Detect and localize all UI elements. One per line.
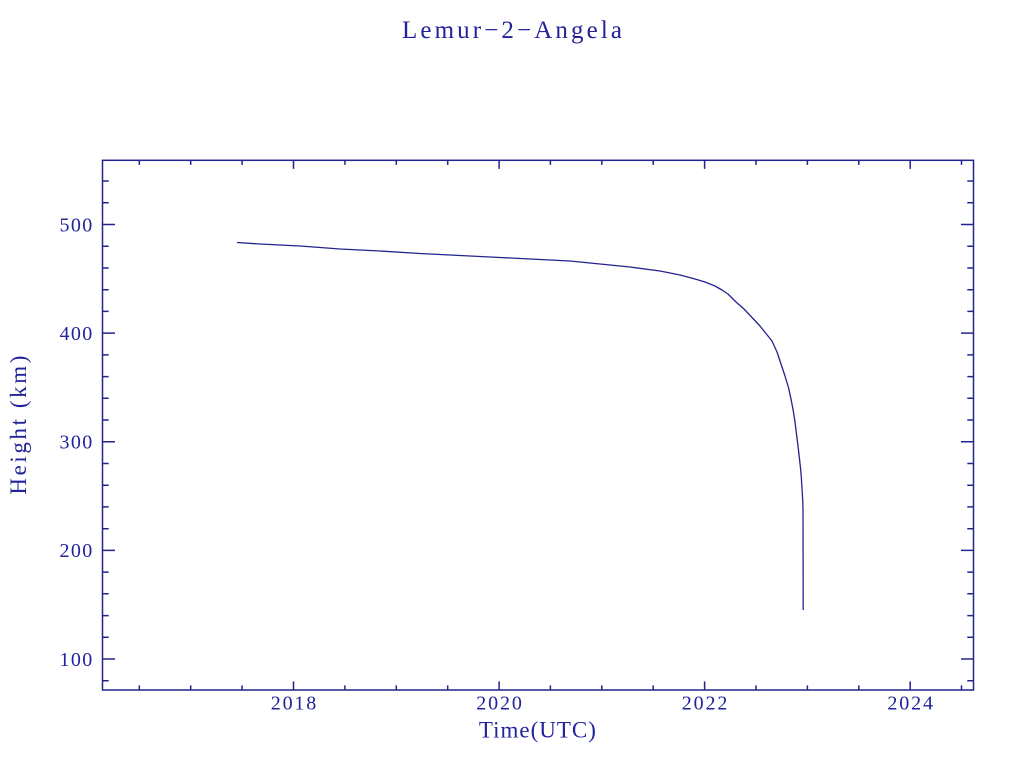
svg-text:300: 300	[60, 432, 93, 454]
svg-text:Lemur−2−Angela: Lemur−2−Angela	[402, 17, 622, 44]
svg-text:Time(UTC): Time(UTC)	[479, 718, 596, 743]
svg-text:2022: 2022	[682, 693, 728, 715]
svg-text:2018: 2018	[271, 693, 317, 715]
svg-text:100: 100	[60, 649, 93, 671]
svg-text:2020: 2020	[476, 693, 522, 715]
svg-text:Height (km): Height (km)	[6, 356, 31, 495]
svg-text:200: 200	[60, 540, 93, 562]
svg-text:2024: 2024	[887, 693, 933, 715]
svg-text:400: 400	[60, 323, 93, 345]
svg-text:500: 500	[60, 214, 93, 236]
